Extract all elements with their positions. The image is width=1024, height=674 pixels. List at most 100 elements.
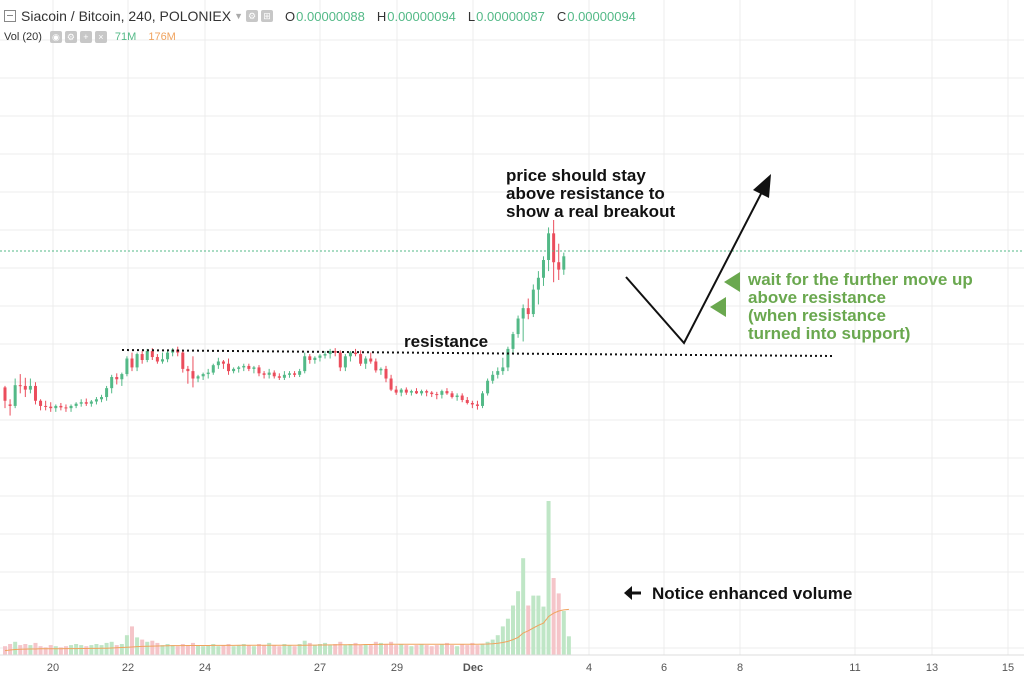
candle-body [389,378,393,390]
volume-bar [292,646,297,655]
volume-bar [53,646,58,655]
candle-body [206,372,210,375]
candle-body [293,373,297,375]
volume-bar [450,645,455,655]
candle-body [160,359,164,362]
x-tick-label: 24 [199,662,211,674]
candle [374,358,378,373]
volume-label[interactable]: Vol (20) [4,31,42,43]
volume-bar [389,641,394,655]
candle [252,365,256,374]
volume-bar [84,646,89,655]
volume-bar [79,645,84,655]
candle [409,389,413,396]
candle [23,377,27,398]
candle-body [135,354,139,368]
x-tick-label: 8 [737,662,743,674]
volume-bar [307,642,312,655]
candle [486,378,490,396]
projected-path-arrowhead [753,174,771,198]
volume-bar [216,646,221,655]
candle [298,368,302,378]
volume-bar [99,645,104,655]
volume-bar [180,644,185,655]
settings-icon[interactable]: ⚙ [246,10,259,22]
x-tick-label: 29 [391,662,403,674]
x-tick-label: 6 [661,662,667,674]
candle [160,352,164,364]
candle [33,382,37,405]
candle-body [39,400,43,406]
candle [343,354,347,372]
volume-bar [521,558,526,655]
candle [496,367,500,379]
volume-bar [272,645,277,655]
candle [191,356,195,388]
volume-bar [475,645,480,655]
candle-body [105,388,109,398]
candle [115,373,119,385]
candle [39,399,43,411]
compare-icon[interactable]: ⊞ [261,10,274,22]
candle-body [364,358,368,364]
volume-bar [378,642,383,655]
volume-bar [541,606,546,655]
volume-bar [267,642,272,655]
eye-icon[interactable]: ◉ [49,31,62,43]
symbol-title[interactable]: Siacoin / Bitcoin, 240, POLONIEX [21,8,232,24]
candle-body [323,354,327,356]
volume-bar [251,646,256,655]
candle-body [232,368,236,372]
volume-bar [140,639,145,655]
candle-body [216,361,220,366]
x-tick-label: 11 [849,662,860,674]
candle [308,354,312,364]
close-icon[interactable]: × [94,31,107,43]
volume-bar [13,641,18,655]
volume-bar [104,642,109,655]
plus-icon[interactable]: + [79,31,92,43]
ohlc-high-key: H [376,8,387,24]
candle [211,363,215,375]
candle-body [54,405,58,409]
volume-bar [196,645,201,655]
candle [196,374,200,383]
x-tick-label: 13 [926,662,938,674]
candle [562,252,566,275]
candle-body [267,372,271,375]
volume-bar [317,644,322,655]
candle-body [425,391,429,393]
candle [257,365,261,377]
volume-bar [74,644,79,655]
candle [450,391,454,399]
candle-body [445,391,449,394]
candle [79,399,83,407]
volume-bar [505,618,510,655]
gear-icon[interactable]: ⚙ [64,31,77,43]
candle [481,391,485,409]
candle-body [460,395,464,400]
volume-bar [43,647,48,655]
collapse-icon[interactable] [4,10,16,22]
candle-body [115,377,119,380]
candle [247,363,251,372]
candle-body [343,356,347,368]
candle-body [506,348,510,368]
volume-bar [236,645,241,655]
volume-bar [373,641,378,655]
support-note-line-2: above resistance [748,288,886,307]
volume-bar [495,635,500,655]
candle-body [521,308,525,319]
candle-body [33,385,37,401]
x-tick-label: 4 [586,662,592,674]
candle-body [511,334,515,349]
candle-body [435,394,439,396]
candle-body [430,392,434,395]
candle-body [196,376,200,379]
volume-bar [328,645,333,655]
candle [267,368,271,379]
x-axis: 20 22 24 27 29 Dec 4 6 8 11 13 15 [0,654,1024,674]
volume-bar [419,644,424,655]
chevron-down-icon[interactable]: ▼ [234,11,244,21]
